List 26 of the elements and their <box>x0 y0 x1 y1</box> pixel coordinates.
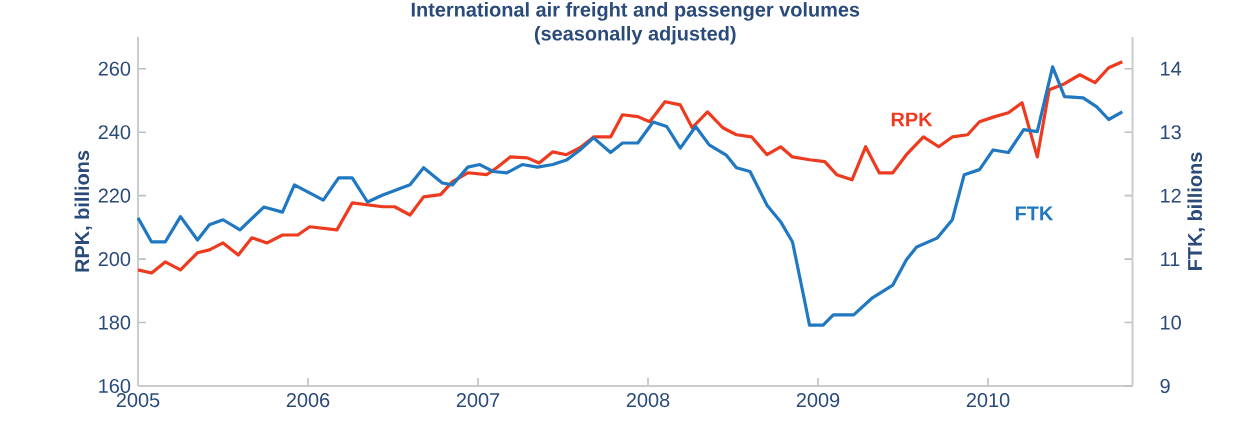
text: FTK <box>1015 206 1054 221</box>
y2-tick-label: 13 <box>1161 125 1181 140</box>
y2-tick-label: 14 <box>1161 61 1182 76</box>
x-tick-label: 2009 <box>796 393 840 408</box>
y-axis-title: RPK, billions <box>74 150 93 272</box>
chart-title: International air freight and passenger volumes <box>411 2 860 21</box>
x-tick-label: 2010 <box>966 393 1010 408</box>
x-tick-label: 2006 <box>286 393 330 408</box>
y-tick-label: 180 <box>99 315 131 330</box>
y-tick-label: 220 <box>98 188 131 203</box>
y2-tick-label: 9 <box>1160 378 1170 394</box>
y-tick-label: 260 <box>98 61 131 76</box>
y2-tick-label: 12 <box>1161 188 1181 203</box>
line-series <box>136 65 1124 327</box>
y-tick-label: 240 <box>98 125 131 140</box>
y2-axis-title: FTK, billions <box>1187 152 1205 270</box>
line-series <box>136 60 1124 275</box>
series-label: RPK <box>891 112 933 127</box>
chart-subtitle: (seasonally adjusted) <box>534 25 736 45</box>
y2-tick-label: 10 <box>1161 315 1181 330</box>
y-tick-label: 160 <box>99 378 131 394</box>
x-tick-label: 2005 <box>116 393 160 408</box>
y-tick-label: 200 <box>98 252 131 267</box>
x-tick-label: 2008 <box>626 393 670 408</box>
x-tick-label: 2007 <box>456 393 500 408</box>
y2-tick-label: 11 <box>1161 252 1180 266</box>
